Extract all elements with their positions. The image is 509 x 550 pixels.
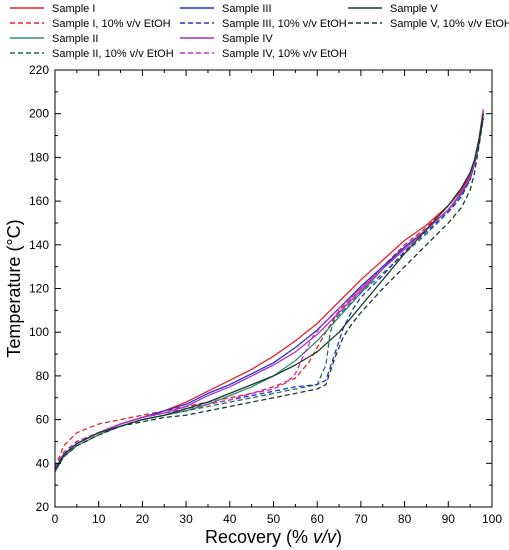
x-axis: 0 10 20 30 40 50 60 70 80 90 100	[52, 70, 502, 526]
x-tick-label: 60	[311, 512, 325, 526]
legend-label: Sample IV, 10% v/v EtOH	[222, 48, 347, 60]
y-tick-label: 120	[29, 282, 49, 296]
y-tick-label: 220	[29, 63, 49, 77]
y-tick-label: 60	[36, 413, 50, 427]
legend-label: Sample II	[52, 33, 98, 45]
y-tick-label: 200	[29, 107, 49, 121]
legend-label: Sample IV	[222, 33, 273, 45]
legend-label: Sample V, 10% v/v EtOH	[390, 18, 509, 30]
legend-label: Sample I, 10% v/v EtOH	[52, 18, 171, 30]
x-axis-label-main: Recovery (%	[205, 527, 313, 547]
y-tick-label: 140	[29, 238, 49, 252]
x-tick-label: 40	[223, 512, 237, 526]
legend-label: Sample III	[222, 3, 272, 15]
y-tick-label: 180	[29, 150, 49, 164]
x-tick-label: 100	[482, 512, 502, 526]
x-axis-label: Recovery (% v/v)	[205, 527, 342, 547]
legend-label: Sample I	[52, 3, 95, 15]
series-line-sample-iv	[54, 109, 484, 471]
x-tick-label: 80	[398, 512, 412, 526]
legend: Sample I Sample I, 10% v/v EtOH Sample II S…	[10, 3, 509, 60]
y-tick-label: 80	[36, 369, 50, 383]
legend-label: Sample V	[390, 3, 438, 15]
series-line-sample-i	[54, 113, 484, 471]
x-axis-label-end: )	[336, 527, 342, 547]
plot-frame	[54, 69, 493, 508]
y-tick-label: 160	[29, 194, 49, 208]
y-tick-label: 100	[29, 325, 49, 339]
x-tick-label: 30	[179, 512, 193, 526]
legend-label: Sample III, 10% v/v EtOH	[222, 18, 347, 30]
x-tick-label: 70	[354, 512, 368, 526]
x-tick-label: 0	[52, 512, 59, 526]
y-axis: 20 40 60 80 100 120 140 160 180 200 220	[29, 63, 492, 514]
x-tick-label: 50	[267, 512, 281, 526]
series-line-sample-iii-10-v-v-etoh	[54, 113, 484, 469]
series-line-sample-v-10-v-v-etoh	[54, 118, 484, 471]
x-axis-label-italic: v/v	[313, 527, 337, 547]
series-line-sample-v	[54, 113, 484, 471]
x-tick-label: 20	[136, 512, 150, 526]
x-tick-label: 10	[92, 512, 106, 526]
y-tick-label: 40	[36, 456, 50, 470]
series-line-sample-ii-10-v-v-etoh	[54, 117, 484, 469]
series-line-sample-i-10-v-v-etoh	[54, 113, 484, 468]
y-axis-label: Temperature (°C)	[4, 219, 24, 357]
series-curves	[54, 109, 484, 473]
y-tick-label: 20	[36, 500, 50, 514]
legend-label: Sample II, 10% v/v EtOH	[52, 48, 174, 60]
series-line-sample-iv-10-v-v-etoh	[54, 109, 484, 469]
series-line-sample-ii	[54, 117, 484, 473]
x-tick-label: 90	[442, 512, 456, 526]
series-line-sample-iii	[54, 111, 484, 471]
